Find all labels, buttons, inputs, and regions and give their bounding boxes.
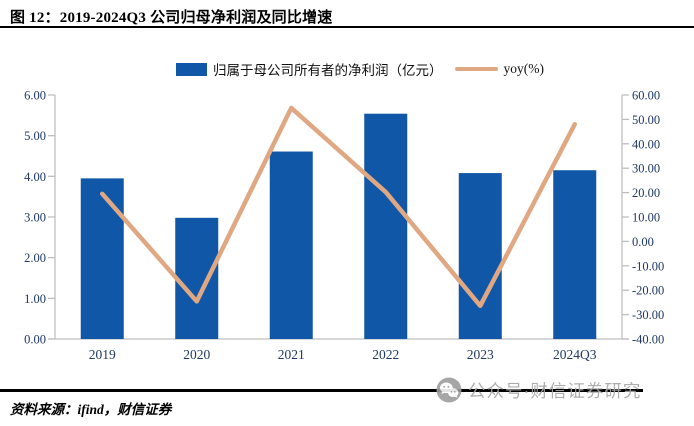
figure-title-row: 图 12：2019-2024Q3 公司归母净利润及同比增速 — [0, 0, 694, 28]
left-axis-tick-label: 4.00 — [24, 170, 46, 184]
right-axis-tick-label: 60.00 — [632, 89, 660, 103]
chart-legend: 归属于母公司所有者的净利润（亿元） yoy(%) — [0, 56, 694, 82]
figure-title: 图 12：2019-2024Q3 公司归母净利润及同比增速 — [10, 10, 333, 26]
chart-area: 0.00 1.00 2.00 3.00 4.00 5.00 6.00 -40.00 -30.00… — [0, 80, 694, 376]
bar-2024Q3 — [553, 170, 597, 339]
footer-divider — [0, 389, 643, 392]
right-axis-tick-label: 10.00 — [632, 211, 660, 225]
bar-2023 — [458, 173, 502, 339]
line-series-label: yoy(%) — [503, 61, 545, 76]
yoy-line — [100, 105, 577, 309]
watermark: 公众号·财信证券研究 — [436, 376, 641, 404]
wechat-icon — [436, 377, 462, 403]
right-axis-tick-label: -20.00 — [632, 284, 664, 298]
legend-item-net-profit: 归属于母公司所有者的净利润（亿元） — [176, 59, 443, 79]
bar-2020 — [175, 217, 219, 339]
left-axis-tick-label: 6.00 — [24, 89, 46, 103]
left-axis-tick-label: 1.00 — [24, 292, 46, 306]
x-axis-category-label: 2019 — [89, 347, 116, 362]
bar-series-swatch — [176, 62, 207, 76]
x-axis-category-label: 2022 — [372, 347, 399, 362]
right-axis-tick-label: -30.00 — [632, 308, 664, 322]
line-series-swatch — [454, 66, 498, 72]
source-note: 资料来源：ifind，财信证券 — [10, 402, 172, 417]
left-axis-tick-label: 3.00 — [24, 211, 46, 225]
right-axis-tick-label: -10.00 — [632, 259, 664, 273]
left-axis-tick-label: 0.00 — [24, 333, 46, 347]
left-axis-tick-label: 2.00 — [24, 251, 46, 265]
right-axis-tick-label: 30.00 — [632, 162, 660, 176]
x-axis-category-label: 2023 — [467, 347, 494, 362]
watermark-text: 公众号·财信证券研究 — [468, 380, 642, 401]
bar-series-label: 归属于母公司所有者的净利润（亿元） — [213, 63, 443, 78]
bar-2019 — [80, 178, 124, 339]
x-axis-category-label: 2021 — [278, 347, 305, 362]
right-axis-tick-label: 0.00 — [632, 235, 654, 249]
legend-item-yoy: yoy(%) — [454, 61, 545, 77]
bar-2022 — [364, 113, 408, 339]
left-axis-tick-label: 5.00 — [24, 129, 46, 143]
right-axis-tick-label: 50.00 — [632, 113, 660, 127]
right-axis-tick-label: 40.00 — [632, 137, 660, 151]
right-axis-tick-label: 20.00 — [632, 186, 660, 200]
x-axis-category-label: 2024Q3 — [553, 347, 597, 362]
bar-2021 — [269, 151, 313, 339]
chart-canvas: 0.00 1.00 2.00 3.00 4.00 5.00 6.00 -40.00 -30.00… — [24, 89, 664, 363]
right-axis-tick-label: -40.00 — [632, 333, 664, 347]
x-axis-category-label: 2020 — [183, 347, 210, 362]
